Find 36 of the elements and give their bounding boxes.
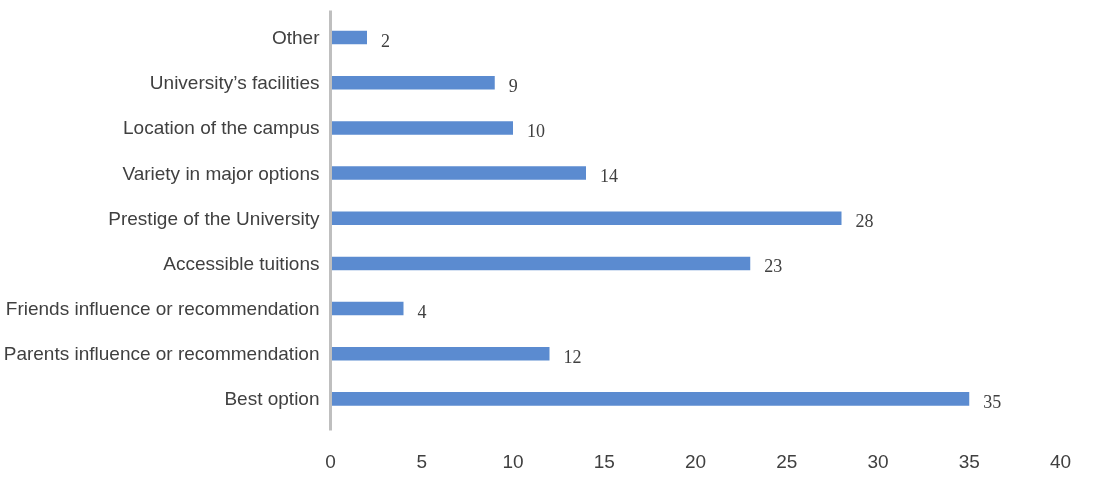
bar — [330, 166, 586, 180]
x-tick-label: 15 — [593, 450, 615, 472]
data-label: 2 — [381, 30, 390, 51]
bar — [330, 301, 404, 316]
y-tick-label: Friends influence or recommendation — [5, 298, 320, 320]
data-label: 23 — [764, 256, 783, 277]
bar — [330, 392, 970, 406]
bar — [330, 121, 513, 135]
data-label: 35 — [983, 391, 1002, 412]
x-tick-label: 35 — [958, 450, 980, 472]
data-label: 10 — [527, 120, 545, 141]
x-tick-label: 40 — [1049, 450, 1072, 472]
data-label: 28 — [855, 211, 874, 232]
data-label: 4 — [417, 301, 427, 322]
y-tick-label: Other — [271, 27, 321, 49]
x-tick-label: 10 — [502, 450, 524, 472]
bar — [330, 256, 751, 271]
x-tick-label: 5 — [416, 450, 428, 472]
x-tick-label: 30 — [867, 450, 889, 472]
y-tick-label: Location of the campus — [123, 117, 320, 139]
data-label: 14 — [600, 166, 618, 187]
y-tick-label: University’s facilities — [149, 72, 320, 94]
data-label: 9 — [508, 75, 518, 96]
bar — [330, 30, 367, 45]
x-tick-label: 25 — [776, 450, 798, 472]
x-tick-label: 0 — [325, 450, 336, 472]
bar — [330, 75, 495, 90]
y-tick-label: Best option — [224, 388, 320, 410]
y-tick-label: Accessible tuitions — [163, 252, 320, 274]
y-tick-label: Variety in major options — [122, 162, 320, 184]
y-tick-label: Prestige of the University — [108, 207, 320, 229]
x-tick-label: 20 — [684, 450, 707, 472]
data-label: 12 — [563, 346, 582, 367]
bar — [330, 346, 550, 361]
bar — [330, 211, 842, 226]
y-tick-label: Parents influence or recommendation — [3, 343, 320, 365]
